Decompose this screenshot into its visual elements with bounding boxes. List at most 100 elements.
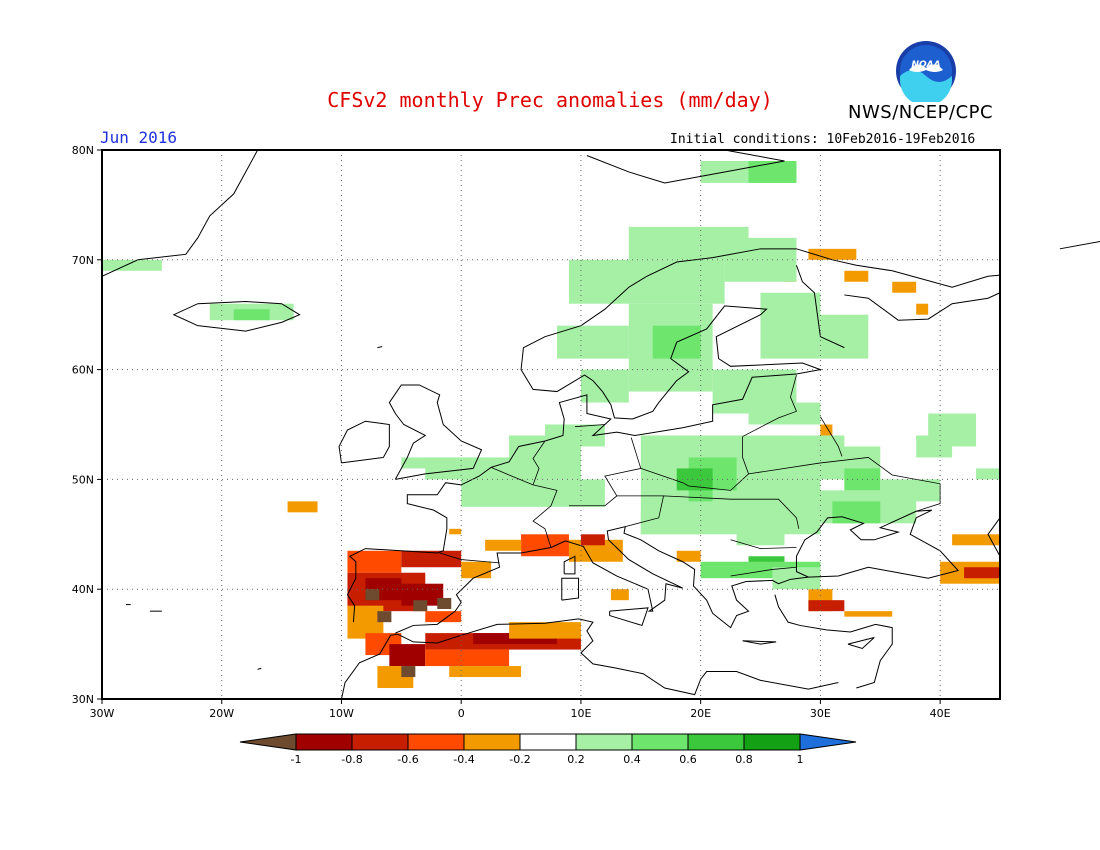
anomaly-cell bbox=[640, 512, 701, 535]
anomaly-cell bbox=[580, 534, 605, 546]
anomaly-cell bbox=[976, 468, 1000, 480]
colorbar-bin bbox=[295, 733, 353, 751]
anomaly-cell bbox=[533, 446, 581, 480]
anomaly-cell bbox=[844, 270, 869, 282]
svg-text:NOAA: NOAA bbox=[911, 60, 940, 70]
anomaly-cell bbox=[676, 550, 701, 562]
anomaly-cell bbox=[832, 501, 881, 524]
lat-label: 80N bbox=[72, 144, 94, 157]
anomaly-cell bbox=[820, 424, 833, 436]
anomaly-cell bbox=[610, 589, 629, 601]
coastline bbox=[844, 292, 1001, 321]
latitude-labels: 80N 70N 60N 50N 40N 30N bbox=[72, 144, 102, 706]
lat-label: 40N bbox=[72, 583, 94, 596]
lon-label: 20W bbox=[209, 707, 234, 720]
anomaly-cell bbox=[844, 611, 893, 617]
anomaly-cell bbox=[449, 528, 462, 535]
anomaly-cell bbox=[748, 402, 821, 425]
colorbar-bin bbox=[519, 733, 577, 751]
anomaly-cell bbox=[401, 666, 416, 678]
anomaly-cell bbox=[808, 248, 857, 260]
country-border bbox=[640, 436, 750, 491]
country-border bbox=[730, 498, 800, 529]
colorbar-label: -1 bbox=[291, 753, 302, 766]
country-border bbox=[730, 566, 797, 577]
lat-label: 60N bbox=[72, 364, 94, 377]
lat-label: 50N bbox=[72, 473, 94, 486]
coastline bbox=[257, 667, 262, 670]
country-border bbox=[532, 440, 546, 486]
country-border bbox=[820, 416, 843, 457]
country-border bbox=[568, 437, 642, 507]
initial-conditions: Initial conditions: 10Feb2016-19Feb2016 bbox=[670, 132, 976, 147]
country-border bbox=[748, 457, 941, 512]
anomaly-cell bbox=[347, 550, 402, 573]
anomaly-cell bbox=[365, 589, 380, 601]
colorbar-bin bbox=[743, 733, 801, 751]
colorbar-high-arrow bbox=[799, 733, 857, 751]
coastline bbox=[742, 640, 777, 645]
anomaly-cells bbox=[102, 160, 1000, 689]
coastline bbox=[346, 248, 1001, 623]
anomaly-cell bbox=[413, 600, 428, 612]
anomaly-cell bbox=[676, 468, 713, 491]
anomaly-cell bbox=[377, 611, 392, 623]
coastline bbox=[609, 607, 649, 627]
map-title: CFSv2 monthly Prec anomalies (mm/day) bbox=[327, 88, 773, 112]
anomaly-cell bbox=[916, 435, 953, 458]
anomaly-cell bbox=[425, 649, 510, 667]
anomaly-cell bbox=[233, 309, 270, 321]
coastline bbox=[1059, 240, 1100, 250]
map-frame bbox=[101, 149, 1001, 700]
colorbar-label: 0.8 bbox=[735, 753, 753, 766]
anomaly-cell bbox=[820, 314, 869, 359]
coastline bbox=[395, 509, 960, 634]
country-border bbox=[730, 539, 797, 549]
country-border bbox=[574, 424, 605, 428]
anomaly-cell bbox=[916, 303, 929, 315]
country-border bbox=[490, 466, 558, 548]
anomaly-cell bbox=[425, 611, 462, 623]
noaa-logo-icon: NOAA bbox=[896, 41, 956, 102]
lat-label: 30N bbox=[72, 693, 94, 706]
anomaly-cell bbox=[892, 281, 917, 293]
anomaly-cell bbox=[461, 561, 492, 579]
colorbar-label: -0.8 bbox=[341, 753, 362, 766]
anomaly-cell bbox=[724, 237, 797, 282]
anomaly-cell bbox=[556, 325, 629, 359]
coastline bbox=[172, 301, 301, 332]
colorbar-bin bbox=[575, 733, 633, 751]
colorbar-low-arrow bbox=[239, 733, 297, 751]
colorbar-bin bbox=[687, 733, 745, 751]
lon-label: 40E bbox=[930, 707, 951, 720]
lon-label: 10W bbox=[329, 707, 354, 720]
colorbar-label: 0.2 bbox=[567, 753, 585, 766]
colorbar: -1 -0.8 -0.6 -0.4 -0.2 0.2 0.4 0.6 0.8 1 bbox=[239, 733, 857, 766]
anomaly-cell bbox=[509, 622, 581, 639]
lon-label: 30E bbox=[810, 707, 831, 720]
colorbar-label: -0.4 bbox=[453, 753, 474, 766]
coastline bbox=[561, 577, 580, 601]
anomaly-cell bbox=[568, 259, 725, 304]
colorbar-label: 0.4 bbox=[623, 753, 641, 766]
anomaly-cell bbox=[760, 292, 821, 359]
coastline bbox=[847, 637, 875, 650]
colorbar-label: -0.2 bbox=[509, 753, 530, 766]
coastline bbox=[377, 346, 383, 349]
anomaly-cell bbox=[389, 644, 426, 667]
coastline bbox=[987, 517, 1001, 557]
anomaly-cell bbox=[580, 369, 629, 403]
coastline bbox=[586, 149, 785, 184]
coastline bbox=[338, 420, 390, 464]
country-border bbox=[439, 552, 500, 564]
lon-label: 20E bbox=[690, 707, 711, 720]
agency-label: NWS/NCEP/CPC bbox=[848, 102, 994, 123]
colorbar-bin bbox=[631, 733, 689, 751]
colorbar-bin bbox=[351, 733, 409, 751]
anomaly-cell bbox=[425, 457, 486, 480]
coastline bbox=[388, 384, 483, 480]
lon-label: 0 bbox=[458, 707, 465, 720]
anomaly-cell bbox=[102, 259, 162, 271]
country-border bbox=[625, 495, 731, 528]
